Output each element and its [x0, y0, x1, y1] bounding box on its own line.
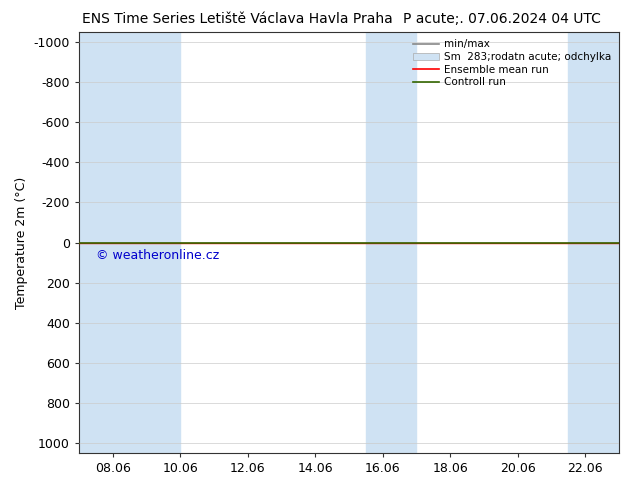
Bar — [568, 32, 619, 453]
Bar — [79, 32, 129, 453]
Legend: min/max, Sm  283;rodatn acute; odchylka, Ensemble mean run, Controll run: min/max, Sm 283;rodatn acute; odchylka, … — [411, 37, 614, 89]
Y-axis label: Temperature 2m (°C): Temperature 2m (°C) — [15, 176, 28, 309]
Bar — [129, 32, 180, 453]
Text: © weatheronline.cz: © weatheronline.cz — [96, 248, 219, 262]
Bar — [366, 32, 417, 453]
Text: P acute;. 07.06.2024 04 UTC: P acute;. 07.06.2024 04 UTC — [403, 12, 600, 26]
Text: ENS Time Series Letiště Václava Havla Praha: ENS Time Series Letiště Václava Havla Pr… — [82, 12, 393, 26]
